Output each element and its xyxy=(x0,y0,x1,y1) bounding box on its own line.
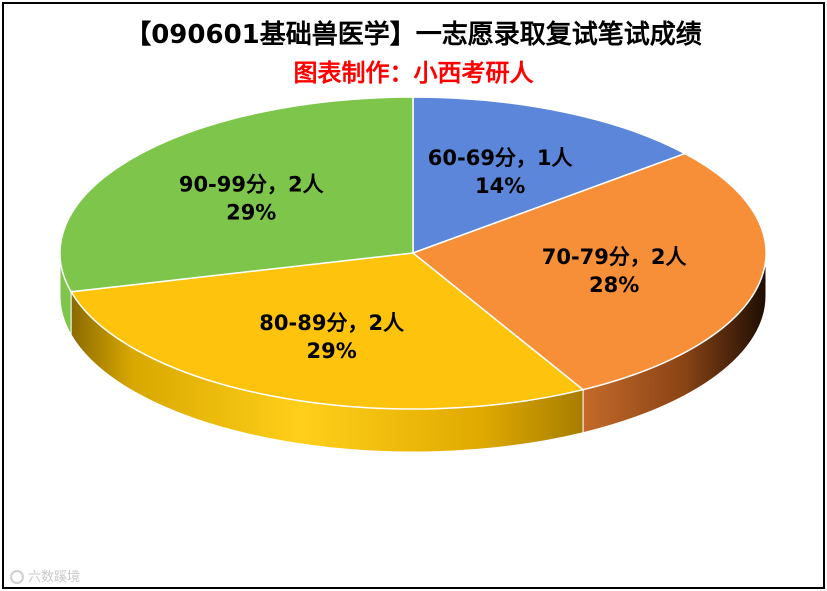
watermark-text: 六数蹊境 xyxy=(28,570,81,585)
slice-label: 90-99分，2人 xyxy=(179,173,324,197)
slice-percent-label: 14% xyxy=(475,174,525,198)
slice-percent-label: 29% xyxy=(307,339,357,363)
pie-slice-90-99分，2人 xyxy=(59,96,414,293)
pie-slice-70-79分，2人 xyxy=(411,152,767,391)
slice-percent-label: 29% xyxy=(226,201,276,225)
watermark-logo-icon xyxy=(10,570,24,584)
pie-slice-80-89分，2人 xyxy=(69,252,585,410)
chart-subtitle: 图表制作：小西考研人 xyxy=(293,59,534,87)
slice-label: 60-69分，1人 xyxy=(428,146,573,170)
slice-percent-label: 28% xyxy=(589,273,639,297)
chart-title: 【090601基础兽医学】一志愿录取复试笔试成绩 xyxy=(125,20,702,50)
slice-label: 70-79分，2人 xyxy=(542,245,687,269)
watermark: 六数蹊境 xyxy=(10,566,80,585)
pie-slice-60-69分，1人 xyxy=(412,96,687,255)
slice-label: 80-89分，2人 xyxy=(259,311,404,335)
